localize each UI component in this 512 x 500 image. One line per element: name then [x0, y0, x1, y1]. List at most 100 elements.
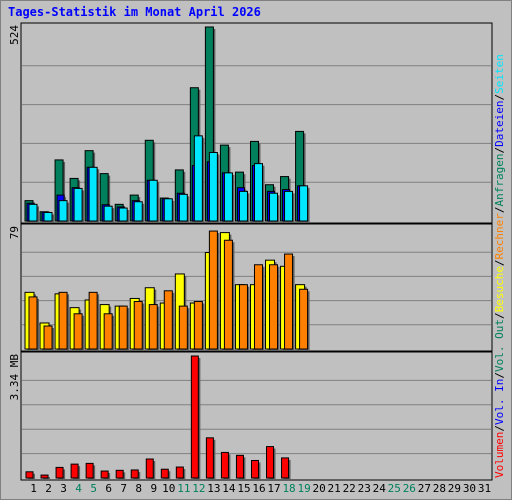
- bar-hosts-day-2: [43, 325, 53, 350]
- x-tick-label-23: 23: [358, 482, 371, 495]
- x-tick-label-24: 24: [373, 482, 387, 495]
- x-tick-label-4: 4: [75, 482, 82, 495]
- bar-volume-day-10: [160, 468, 169, 479]
- x-tick-label-29: 29: [448, 482, 461, 495]
- bar-volume-day-7: [115, 469, 124, 479]
- bar-hosts-day-18: [284, 253, 294, 350]
- legend-separator: /: [493, 312, 506, 319]
- x-tick-label-7: 7: [120, 482, 127, 495]
- bar-pages-day-10: [163, 198, 173, 222]
- bar-pages-day-6: [103, 205, 113, 222]
- bar-volume-day-11: [175, 466, 184, 479]
- bar-volume-day-9: [145, 458, 154, 479]
- bar-hosts-day-10: [163, 290, 173, 350]
- bar-hosts-day-5: [88, 291, 98, 350]
- bar-hosts-day-16: [253, 264, 263, 350]
- bar-volume-day-14: [220, 451, 229, 479]
- bar-volume-day-6: [100, 470, 109, 479]
- bar-pages-day-12: [193, 135, 203, 222]
- x-tick-label-31: 31: [478, 482, 491, 495]
- bar-volume-day-18: [281, 457, 290, 479]
- x-tick-label-25: 25: [388, 482, 401, 495]
- bar-volume-day-5: [85, 462, 94, 479]
- legend-separator: /: [493, 259, 506, 266]
- x-tick-label-8: 8: [135, 482, 142, 495]
- bar-hosts-day-9: [148, 304, 158, 350]
- bar-hosts-day-7: [118, 305, 128, 350]
- bar-hosts-day-19: [299, 288, 309, 350]
- x-tick-label-19: 19: [297, 482, 310, 495]
- bar-pages-day-9: [148, 179, 158, 222]
- legend-separator: /: [493, 94, 506, 101]
- legend-item-vol-out: Vol. Out: [493, 319, 506, 372]
- x-tick-label-9: 9: [150, 482, 157, 495]
- x-tick-label-26: 26: [403, 482, 416, 495]
- x-tick-label-21: 21: [328, 482, 341, 495]
- x-tick-label-30: 30: [463, 482, 476, 495]
- x-tick-label-5: 5: [90, 482, 97, 495]
- bar-pages-day-1: [28, 203, 38, 222]
- bar-hosts-day-17: [269, 264, 279, 350]
- legend-item-volumen: Volumen: [493, 432, 506, 478]
- legend-item-seiten: Seiten: [493, 54, 506, 94]
- bar-hosts-day-8: [133, 301, 143, 350]
- panel-2: 79: [8, 223, 493, 352]
- legend-item-anfragen: Anfragen: [493, 153, 506, 206]
- x-tick-label-10: 10: [162, 482, 175, 495]
- x-tick-label-28: 28: [433, 482, 446, 495]
- y-max-label: 79: [8, 226, 21, 239]
- bar-hosts-day-13: [208, 230, 218, 350]
- legend-separator: /: [493, 147, 506, 154]
- bar-volume-day-1: [25, 471, 34, 479]
- bar-volume-day-16: [250, 459, 259, 479]
- bar-volume-day-4: [70, 463, 79, 479]
- legend-item-dateien: Dateien: [493, 100, 506, 146]
- x-tick-label-20: 20: [313, 482, 326, 495]
- legend-separator: /: [493, 425, 506, 432]
- bar-hosts-day-1: [28, 296, 38, 350]
- x-tick-label-17: 17: [267, 482, 280, 495]
- bar-volume-day-15: [235, 454, 244, 479]
- y-max-label: 524: [8, 25, 21, 45]
- x-tick-label-6: 6: [105, 482, 112, 495]
- x-tick-label-11: 11: [177, 482, 190, 495]
- legend-item-vol-in: Vol. In: [493, 379, 506, 425]
- bar-pages-day-13: [208, 152, 218, 222]
- x-tick-label-14: 14: [222, 482, 236, 495]
- bar-pages-day-16: [253, 163, 263, 222]
- bar-volume-day-12: [190, 355, 199, 479]
- bar-pages-day-7: [118, 207, 128, 222]
- bar-hosts-day-6: [103, 313, 113, 350]
- bar-pages-day-17: [269, 192, 279, 222]
- legend-item-besuche: Besuche: [493, 266, 506, 312]
- bar-hosts-day-4: [73, 313, 83, 350]
- bar-hosts-day-3: [58, 291, 68, 350]
- bar-hosts-day-15: [238, 284, 248, 350]
- chart-title: Tages-Statistik im Monat April 2026: [8, 5, 261, 19]
- bar-volume-day-8: [130, 469, 139, 479]
- legend-separator: /: [493, 372, 506, 379]
- x-tick-label-3: 3: [60, 482, 67, 495]
- bar-pages-day-2: [43, 211, 53, 222]
- bar-pages-day-5: [88, 166, 98, 222]
- y-max-label: 3.34 MB: [8, 354, 21, 401]
- bar-volume-day-3: [55, 466, 64, 479]
- bar-pages-day-15: [238, 190, 248, 222]
- bar-hosts-day-11: [178, 305, 188, 350]
- bar-pages-day-19: [299, 185, 309, 222]
- x-tick-label-22: 22: [343, 482, 356, 495]
- x-tick-label-27: 27: [418, 482, 431, 495]
- x-axis-labels: 1 2 3 4 5 6 7 8 9 10 11 12 13 14 15 16 17 18 19 20 21 22 23 24 2…: [30, 482, 491, 495]
- x-tick-label-13: 13: [207, 482, 220, 495]
- x-tick-label-2: 2: [45, 482, 52, 495]
- panel-1: 524: [8, 22, 493, 224]
- bar-pages-day-3: [58, 200, 68, 222]
- bar-pages-day-14: [223, 172, 233, 222]
- bar-volume-day-17: [266, 446, 275, 479]
- bar-pages-day-4: [73, 187, 83, 222]
- bar-pages-day-18: [284, 190, 294, 222]
- bar-volume-day-2-shadow: [43, 477, 51, 480]
- bar-volume-day-2: [40, 474, 49, 479]
- bar-pages-day-11: [178, 193, 188, 222]
